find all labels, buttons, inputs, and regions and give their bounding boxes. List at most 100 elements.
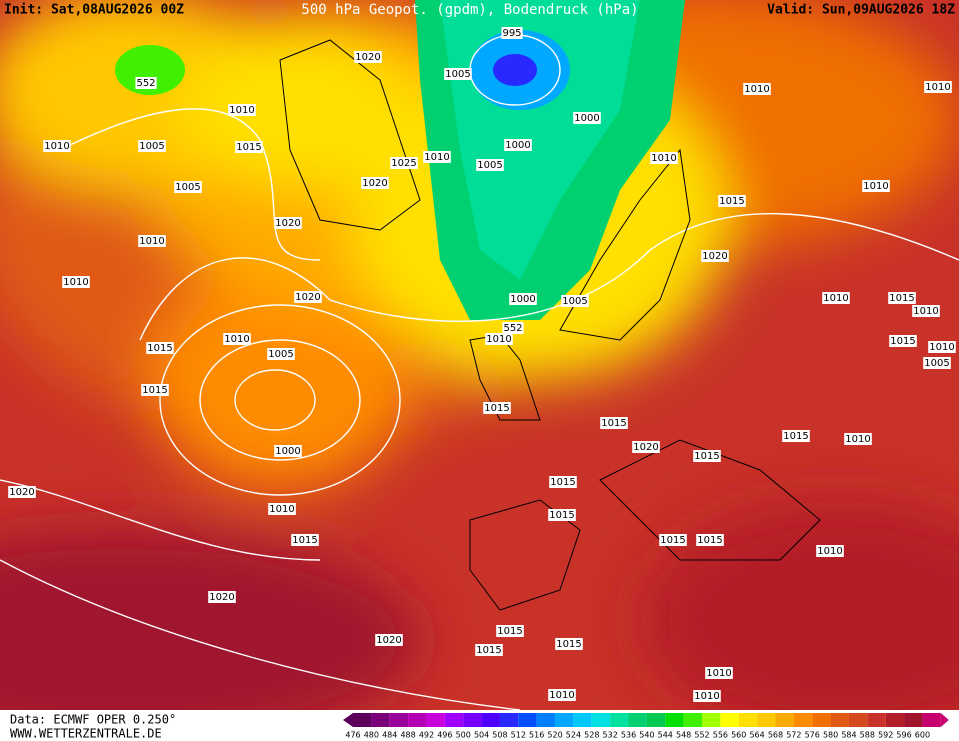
isobar-label-bg (844, 433, 872, 445)
isobar-label-bg (555, 638, 583, 650)
colorbar-swatch (665, 713, 684, 727)
colorbar-label: 584 (841, 731, 856, 740)
isobar-label: 552 (503, 323, 522, 334)
isobar-label-bg (43, 140, 71, 152)
isobar-label-bg (62, 276, 90, 288)
colorbar-swatch (646, 713, 666, 727)
isobar-label-bg (561, 295, 589, 307)
colorbar-label: 588 (860, 731, 875, 740)
isobar-label: 1010 (694, 691, 719, 702)
colorbar-swatch (812, 713, 831, 727)
isobar-label: 1005 (268, 349, 293, 360)
valid-time: Valid: Sun,09AUG2026 18Z (767, 3, 955, 18)
isobar-label-bg (294, 291, 322, 303)
colorbar-label: 552 (694, 731, 709, 740)
colorbar-swatch (408, 713, 427, 727)
colorbar-arrow (940, 713, 949, 727)
isobar-label-bg (354, 51, 382, 63)
isobar-label-bg (146, 342, 174, 354)
isobar-label-bg (274, 217, 302, 229)
isobar-label: 1005 (175, 182, 200, 193)
isobar-label: 1015 (484, 403, 509, 414)
isobar-label-bg (223, 333, 251, 345)
isobar-label-bg (889, 335, 917, 347)
isobar-label-bg (496, 625, 524, 637)
colorbar-swatch (702, 713, 721, 727)
isobar-label: 1010 (817, 546, 842, 557)
colorbar-swatch (885, 713, 905, 727)
isobar-label: 1015 (556, 639, 581, 650)
colorbar-label: 556 (713, 731, 728, 740)
isobar-label-bg (138, 235, 166, 247)
colorbar-label: 524 (566, 731, 581, 740)
isobar-label: 1005 (139, 141, 164, 152)
colorbar-swatch (371, 713, 390, 727)
colorbar-swatch (720, 713, 739, 727)
isobar-label: 1000 (510, 294, 535, 305)
isobar-label-bg (267, 348, 295, 360)
isobar-label: 1020 (9, 487, 34, 498)
colorbar-swatch (757, 713, 776, 727)
colorbar-label: 544 (658, 731, 673, 740)
isobar-label: 1015 (142, 385, 167, 396)
map-title: 500 hPa Geopot. (gpdm), Bodendruck (hPa) (301, 2, 638, 18)
colorbar-label: 488 (400, 731, 415, 740)
colorbar-label: 480 (364, 731, 379, 740)
colorbar-swatch (555, 713, 574, 727)
colorbar-label: 600 (915, 731, 930, 740)
colorbar-label: 560 (731, 731, 746, 740)
colorbar-label: 484 (382, 731, 397, 740)
colorbar-label: 536 (621, 731, 636, 740)
isobar-label-bg (291, 534, 319, 546)
isobar-label: 1005 (562, 296, 587, 307)
isobar-label-bg (475, 644, 503, 656)
isobar-label: 552 (136, 78, 155, 89)
colorbar-label: 540 (639, 731, 654, 740)
isobar-label-bg (502, 322, 524, 334)
colorbar-swatch (922, 713, 941, 727)
isobar-label-bg (782, 430, 810, 442)
isobar-label-bg (600, 417, 628, 429)
colorbar-arrow (343, 713, 353, 727)
website: WWW.WETTERZENTRALE.DE (10, 727, 162, 741)
isobar-label: 1015 (783, 431, 808, 442)
colorbar-swatch (499, 713, 519, 727)
isobar-label-bg (361, 177, 389, 189)
isobar-label-bg (928, 341, 956, 353)
isobar-label: 1010 (269, 504, 294, 515)
isobar-label-bg (650, 152, 678, 164)
isobar-label: 1015 (660, 535, 685, 546)
isobar-label: 1015 (889, 293, 914, 304)
isobar-label-bg (718, 195, 746, 207)
isobar-label: 1015 (236, 142, 261, 153)
isobar-label: 1010 (651, 153, 676, 164)
isobar-label-bg (923, 357, 951, 369)
colorbar-label: 504 (474, 731, 489, 740)
colorbar-swatch (426, 713, 445, 727)
isobar-label-bg (141, 384, 169, 396)
isobar-label: 1010 (549, 690, 574, 701)
colorbar-swatch (848, 713, 868, 727)
colorbar-swatch (610, 713, 629, 727)
isobar-label: 1015 (497, 626, 522, 637)
isobar-label-bg (390, 157, 418, 169)
isobar-label-bg (138, 140, 166, 152)
isobar-label: 1010 (744, 84, 769, 95)
isobar-label: 1000 (574, 113, 599, 124)
isobar-label: 1015 (697, 535, 722, 546)
isobar-label-bg (504, 139, 532, 151)
colorbar-swatch (518, 713, 537, 727)
colorbar-swatch (683, 713, 703, 727)
isobar-label: 1005 (477, 160, 502, 171)
isobar-label: 1015 (719, 196, 744, 207)
colorbar-label: 592 (878, 731, 893, 740)
isobar-label-bg (693, 690, 721, 702)
isobar-label: 1015 (550, 477, 575, 488)
isobar-label: 1010 (913, 306, 938, 317)
colorbar-label: 576 (805, 731, 820, 740)
isobar-label: 1020 (209, 592, 234, 603)
isobar-label-bg (696, 534, 724, 546)
colorbar-label: 564 (749, 731, 764, 740)
colorbar-swatch (775, 713, 794, 727)
